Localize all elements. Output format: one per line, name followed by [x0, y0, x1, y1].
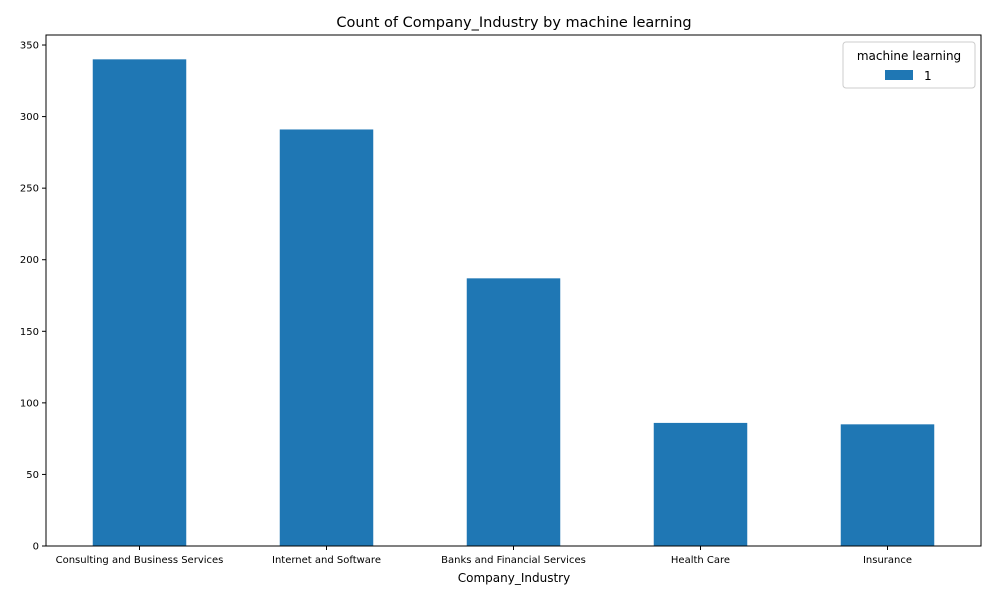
bar-insurance: [840, 424, 935, 546]
y-tick-label: 150: [20, 327, 39, 338]
bars-layer: [92, 59, 935, 546]
y-tick-label: 100: [20, 398, 39, 409]
bar-banks-and-financial-services: [466, 278, 561, 546]
legend-entry-label: 1: [924, 69, 932, 83]
bar-consulting-and-business-services: [92, 59, 187, 546]
y-tick-label: 350: [20, 41, 39, 52]
plot-frame: [45, 34, 982, 547]
x-tick-label: Consulting and Business Services: [56, 555, 224, 566]
chart-title: Count of Company_Industry by machine lea…: [336, 15, 691, 31]
y-tick-label: 200: [20, 255, 39, 266]
y-axis: 0 50 100 150 200 250 300 350: [20, 41, 46, 553]
x-axis: Consulting and Business Services Internet…: [56, 546, 912, 566]
x-tick-label: Health Care: [671, 555, 730, 566]
x-tick-label: Banks and Financial Services: [441, 555, 586, 566]
legend-box: [842, 41, 976, 89]
bar-health-care: [653, 422, 748, 546]
legend: machine learning 1: [842, 41, 976, 89]
y-tick-label: 250: [20, 184, 39, 195]
x-tick-label: Internet and Software: [272, 555, 381, 566]
x-axis-label: Company_Industry: [458, 571, 570, 585]
legend-swatch: [885, 70, 913, 80]
x-tick-label: Insurance: [863, 555, 912, 566]
y-tick-label: 300: [20, 112, 39, 123]
y-tick-label: 50: [26, 470, 39, 481]
y-tick-label: 0: [33, 542, 39, 553]
legend-title: machine learning: [857, 49, 961, 63]
bar-internet-and-software: [279, 129, 374, 546]
